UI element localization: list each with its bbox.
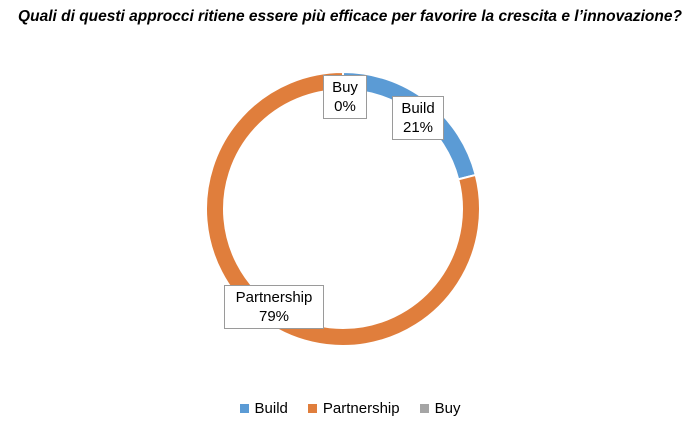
legend-swatch-build (239, 404, 249, 413)
legend-swatch-partnership (307, 404, 317, 413)
data-label-partnership-category: Partnership (235, 289, 313, 306)
legend-item-partnership[interactable]: Partnership (307, 400, 400, 417)
data-label-build-category: Build (401, 100, 435, 117)
data-label-build: Build 21% (392, 96, 444, 140)
data-label-buy: Buy 0% (323, 75, 367, 119)
legend: Build Partnership Buy (0, 400, 700, 417)
legend-swatch-buy (419, 404, 429, 413)
legend-label-partnership: Partnership (322, 400, 400, 417)
legend-item-build[interactable]: Build (239, 400, 288, 417)
chart-title: Quali di questi approcci ritiene essere … (18, 8, 682, 25)
data-label-partnership-value: 79% (258, 308, 290, 325)
legend-item-buy[interactable]: Buy (419, 400, 461, 417)
legend-label-buy: Buy (434, 400, 461, 417)
data-label-partnership: Partnership 79% (224, 285, 324, 329)
legend-label-build: Build (254, 400, 288, 417)
data-label-buy-value: 0% (334, 98, 356, 115)
data-label-build-value: 21% (402, 119, 434, 136)
donut-slice-partnership[interactable] (205, 70, 481, 347)
data-label-buy-category: Buy (332, 79, 358, 96)
